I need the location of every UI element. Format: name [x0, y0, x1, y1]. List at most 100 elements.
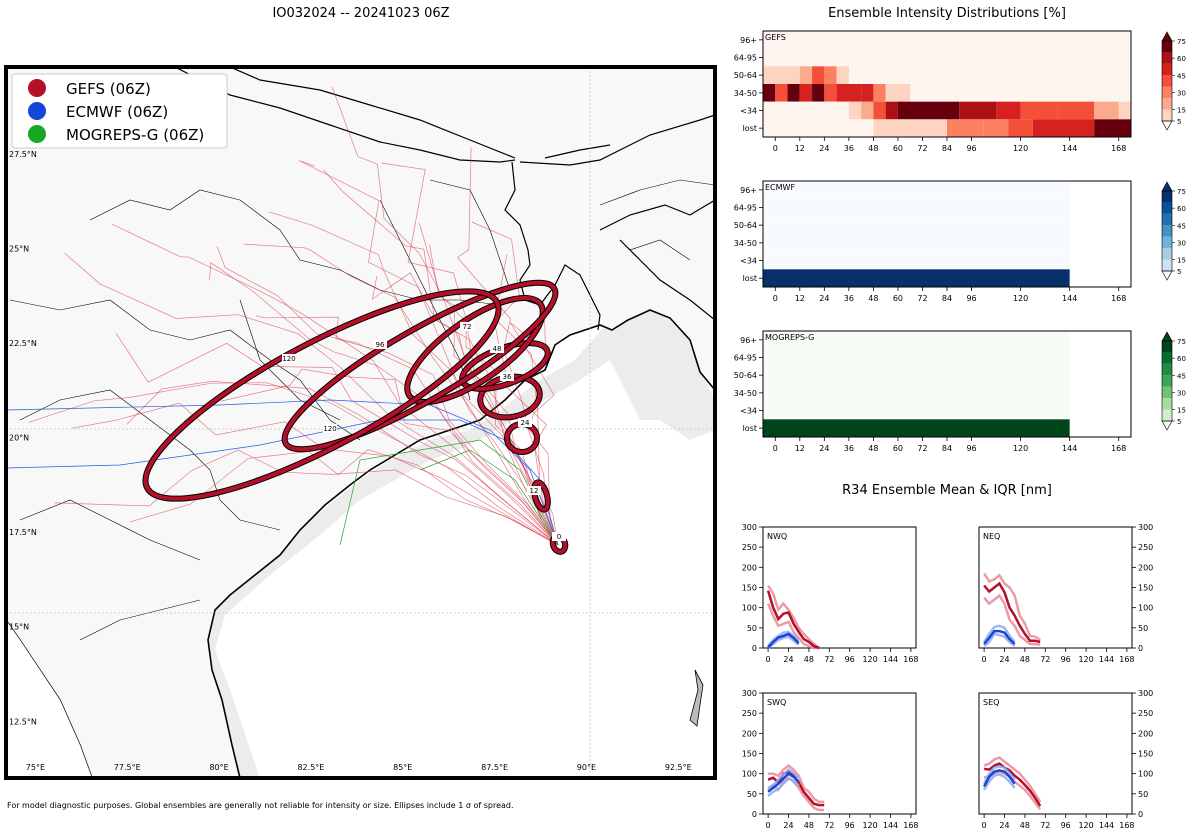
r34-quadrant-label: SEQ — [983, 698, 999, 707]
r34-x-label: 120 — [862, 821, 877, 830]
map-frame — [4, 65, 717, 780]
colorbar-tick-label: 15 — [1177, 257, 1186, 265]
heatmap-x-label: 120 — [1013, 294, 1028, 303]
gefs-track — [111, 223, 559, 546]
heatmap-cell — [836, 66, 849, 84]
heatmap-y-label: <34 — [740, 107, 757, 116]
r34-mean-line — [767, 632, 800, 649]
r34-x-label: 120 — [1078, 821, 1093, 830]
heatmap-cell — [873, 101, 886, 120]
r34-quadrant-label: NEQ — [983, 532, 1000, 541]
heatmap-x-label: 168 — [1111, 144, 1126, 153]
r34-x-label: 120 — [1078, 655, 1093, 664]
heatmap-panel-label: MOGREPS-G — [765, 333, 814, 342]
heatmap-x-label: 120 — [1013, 444, 1028, 453]
r34-x-label: 48 — [1020, 655, 1030, 664]
track-label-bg — [460, 322, 474, 331]
r34-mean-line — [983, 629, 1016, 645]
r34-x-label: 144 — [1099, 655, 1114, 664]
r34-mean-line — [983, 762, 1042, 807]
heatmap-cell — [1008, 119, 1033, 137]
state-border — [19, 389, 281, 531]
r34-y-label: 250 — [742, 543, 757, 552]
track-label-bg — [552, 532, 566, 541]
track-label-bg — [323, 424, 337, 433]
heatmap-panel-label: GEFS — [765, 33, 786, 42]
colorbar-tick-label: 75 — [1177, 38, 1186, 46]
colorbar-frame — [1161, 340, 1173, 422]
colorbar-segment — [1162, 52, 1172, 64]
state-border — [239, 299, 341, 421]
lon-tick-label: 75°E — [26, 763, 45, 772]
gefs-ellipse — [532, 480, 550, 512]
r34-x-label: 72 — [1040, 655, 1050, 664]
gefs-track — [298, 160, 559, 546]
lon-tick-label: 77.5°E — [114, 763, 141, 772]
heatmap-cell — [787, 84, 800, 102]
track-label: 120 — [282, 355, 295, 363]
heatmap-x-label: 48 — [868, 294, 878, 303]
colorbar-tick-label: 45 — [1177, 372, 1186, 380]
figure-title: IO032024 -- 20241023 06Z — [272, 6, 449, 21]
r34-x-label: 168 — [903, 821, 918, 830]
r34-x-label: 0 — [766, 821, 771, 830]
r34-y-label: 300 — [1138, 523, 1153, 532]
r34-x-label: 48 — [804, 655, 814, 664]
gefs-track — [54, 449, 559, 546]
legend-label: MOGREPS-G (06Z) — [66, 126, 204, 144]
gefs-track — [115, 333, 559, 546]
heatmap-x-label: 48 — [868, 444, 878, 453]
track-label: 72 — [463, 323, 472, 331]
heatmap-cell — [959, 101, 997, 120]
heatmap-x-label: 60 — [893, 294, 903, 303]
track-label-bg — [500, 372, 514, 381]
colorbar-segment — [1162, 225, 1172, 237]
heatmap-cell — [983, 119, 1009, 137]
r34-iqr-line — [983, 624, 1016, 643]
intensity-title: Ensemble Intensity Distributions [%] — [828, 6, 1066, 21]
heatmap-cell — [848, 101, 862, 120]
colorbar-segment — [1162, 236, 1172, 249]
gefs-track — [209, 262, 559, 546]
colorbar-min-arrow — [1161, 120, 1173, 131]
colorbar-segment — [1162, 341, 1172, 353]
colorbar-segment — [1162, 213, 1172, 226]
colorbar-tick-label: 45 — [1177, 72, 1186, 80]
heatmap-cell — [1094, 101, 1119, 120]
heatmap-cell — [861, 84, 874, 102]
r34-mean-line — [983, 581, 1041, 644]
lon-tick-label: 85°E — [393, 763, 412, 772]
border-bhutan — [544, 144, 611, 159]
heatmap-x-label: 24 — [819, 144, 829, 153]
heatmap-x-label: 168 — [1111, 294, 1126, 303]
colorbar-min-arrow — [1161, 420, 1173, 431]
r34-y-label: 200 — [742, 563, 757, 572]
r34-y-label: 200 — [1138, 563, 1153, 572]
lon-tick-label: 80°E — [209, 763, 228, 772]
heatmap-cell — [799, 84, 813, 102]
heatmap-cell — [861, 101, 874, 120]
r34-x-label: 0 — [982, 655, 987, 664]
r34-x-label: 144 — [883, 821, 898, 830]
heatmap-cell — [1032, 119, 1095, 137]
heatmap-cell — [763, 401, 1070, 420]
heatmap-cell — [824, 66, 837, 84]
track-label-bg — [527, 486, 541, 495]
r34-x-label: 144 — [1099, 821, 1114, 830]
colorbar-segment — [1162, 352, 1172, 364]
heatmap-y-label: <34 — [740, 257, 757, 266]
r34-x-label: 168 — [1119, 655, 1134, 664]
heatmap-y-label: 50-64 — [734, 221, 757, 230]
r34-y-label: 150 — [742, 750, 757, 759]
r34-x-label: 168 — [903, 655, 918, 664]
r34-y-label: 300 — [1138, 689, 1153, 698]
heatmap-y-label: 34-50 — [734, 389, 757, 398]
r34-iqr-line — [983, 756, 1042, 803]
heatmap-cell — [812, 66, 825, 84]
r34-y-label: 50 — [747, 790, 757, 799]
r34-iqr-line — [767, 776, 800, 797]
ecmwf-track — [6, 419, 559, 546]
gefs-track — [64, 252, 559, 546]
track-label-bg — [282, 354, 296, 363]
colorbar-segment — [1162, 41, 1172, 53]
